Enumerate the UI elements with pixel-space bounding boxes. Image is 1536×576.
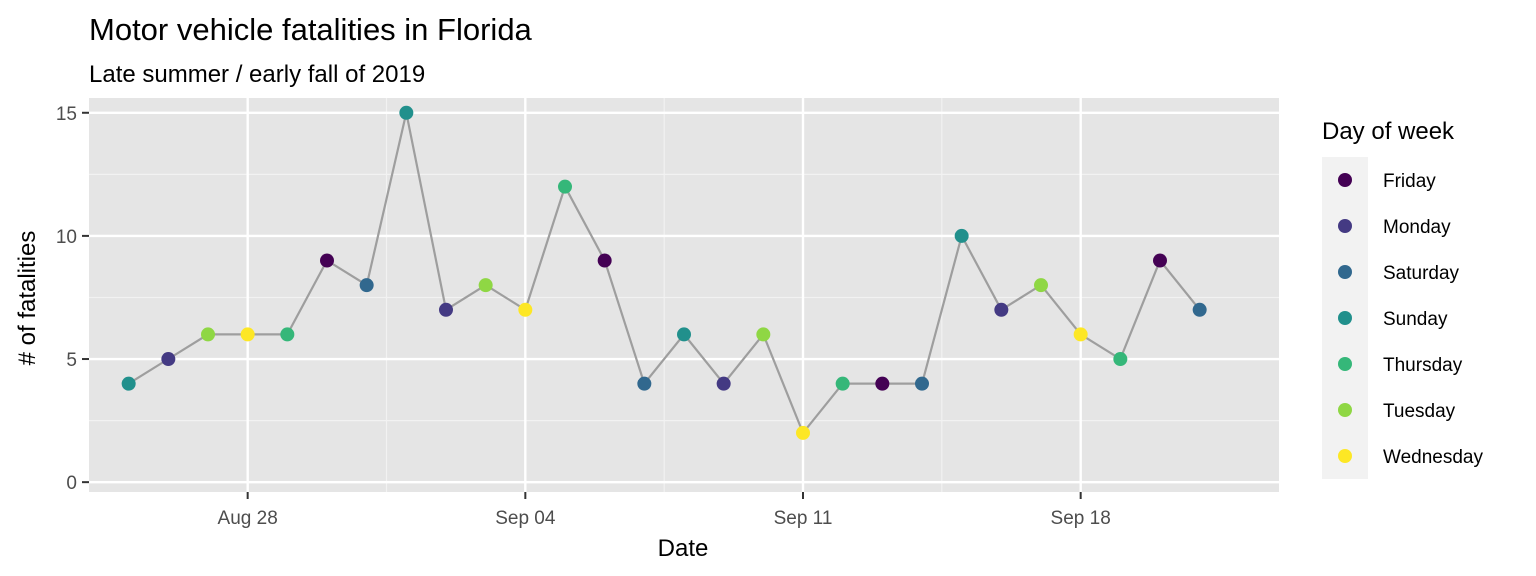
legend-label: Sunday	[1383, 309, 1448, 330]
data-point	[637, 376, 652, 391]
x-tick-label: Sep 04	[495, 508, 556, 529]
data-point	[1113, 352, 1128, 367]
legend-label: Saturday	[1383, 263, 1460, 284]
data-point	[875, 376, 890, 391]
axis-ticks: 0 5 10 15 Aug 28 Sep 04 Sep 11 Sep 18	[56, 104, 1111, 529]
legend-label: Tuesday	[1383, 401, 1456, 422]
legend-key	[1338, 403, 1352, 417]
data-point	[1192, 302, 1207, 317]
data-point	[121, 376, 136, 391]
chart-title: Motor vehicle fatalities in Florida	[89, 12, 533, 47]
legend-key	[1338, 449, 1352, 463]
x-tick-label: Aug 28	[218, 508, 278, 529]
data-point	[161, 352, 176, 367]
data-point	[994, 302, 1009, 317]
x-tick-label: Sep 18	[1051, 508, 1111, 529]
data-points	[121, 105, 1207, 440]
data-point	[1153, 253, 1167, 268]
data-point	[835, 376, 850, 391]
data-point	[677, 327, 691, 342]
y-tick-label: 0	[66, 473, 77, 494]
data-point	[240, 327, 255, 342]
chart-subtitle: Late summer / early fall of 2019	[89, 61, 425, 88]
data-point	[756, 327, 771, 342]
data-point	[518, 302, 533, 317]
plot-panel	[89, 98, 1279, 492]
legend-label: Friday	[1383, 171, 1436, 192]
legend-label: Thursday	[1383, 355, 1463, 376]
panel-background	[89, 98, 1279, 492]
y-tick-label: 10	[56, 227, 77, 248]
data-point	[796, 425, 810, 440]
x-axis-title: Date	[658, 535, 709, 562]
y-axis-title: # of fatalities	[14, 231, 41, 366]
series-line-group	[128, 112, 1201, 436]
data-point	[954, 228, 969, 243]
data-point	[1034, 278, 1048, 293]
data-point	[478, 278, 493, 293]
legend-key	[1338, 219, 1352, 233]
x-tick-label: Sep 11	[774, 508, 833, 529]
data-point	[1073, 327, 1088, 342]
data-point	[359, 278, 374, 293]
data-point	[201, 327, 215, 342]
legend-title: Day of week	[1322, 118, 1455, 145]
series-line	[128, 112, 1201, 436]
data-point	[439, 302, 453, 317]
data-point	[280, 327, 295, 342]
data-point	[320, 253, 334, 268]
legend-key	[1338, 357, 1352, 371]
data-point	[915, 376, 929, 391]
legend-label: Wednesday	[1383, 447, 1483, 468]
legend-key	[1338, 265, 1352, 279]
legend-key	[1338, 173, 1352, 187]
y-tick-label: 15	[56, 104, 77, 125]
y-tick-label: 5	[66, 350, 77, 371]
data-point	[716, 376, 731, 391]
data-point	[597, 253, 612, 268]
data-point	[558, 179, 572, 194]
grid-lines	[89, 98, 1279, 492]
data-point	[399, 105, 414, 120]
legend-key	[1338, 311, 1352, 325]
legend-label: Monday	[1383, 217, 1451, 238]
legend: Friday Monday Saturday Sunday Thursday Tuesda…	[1322, 157, 1483, 479]
